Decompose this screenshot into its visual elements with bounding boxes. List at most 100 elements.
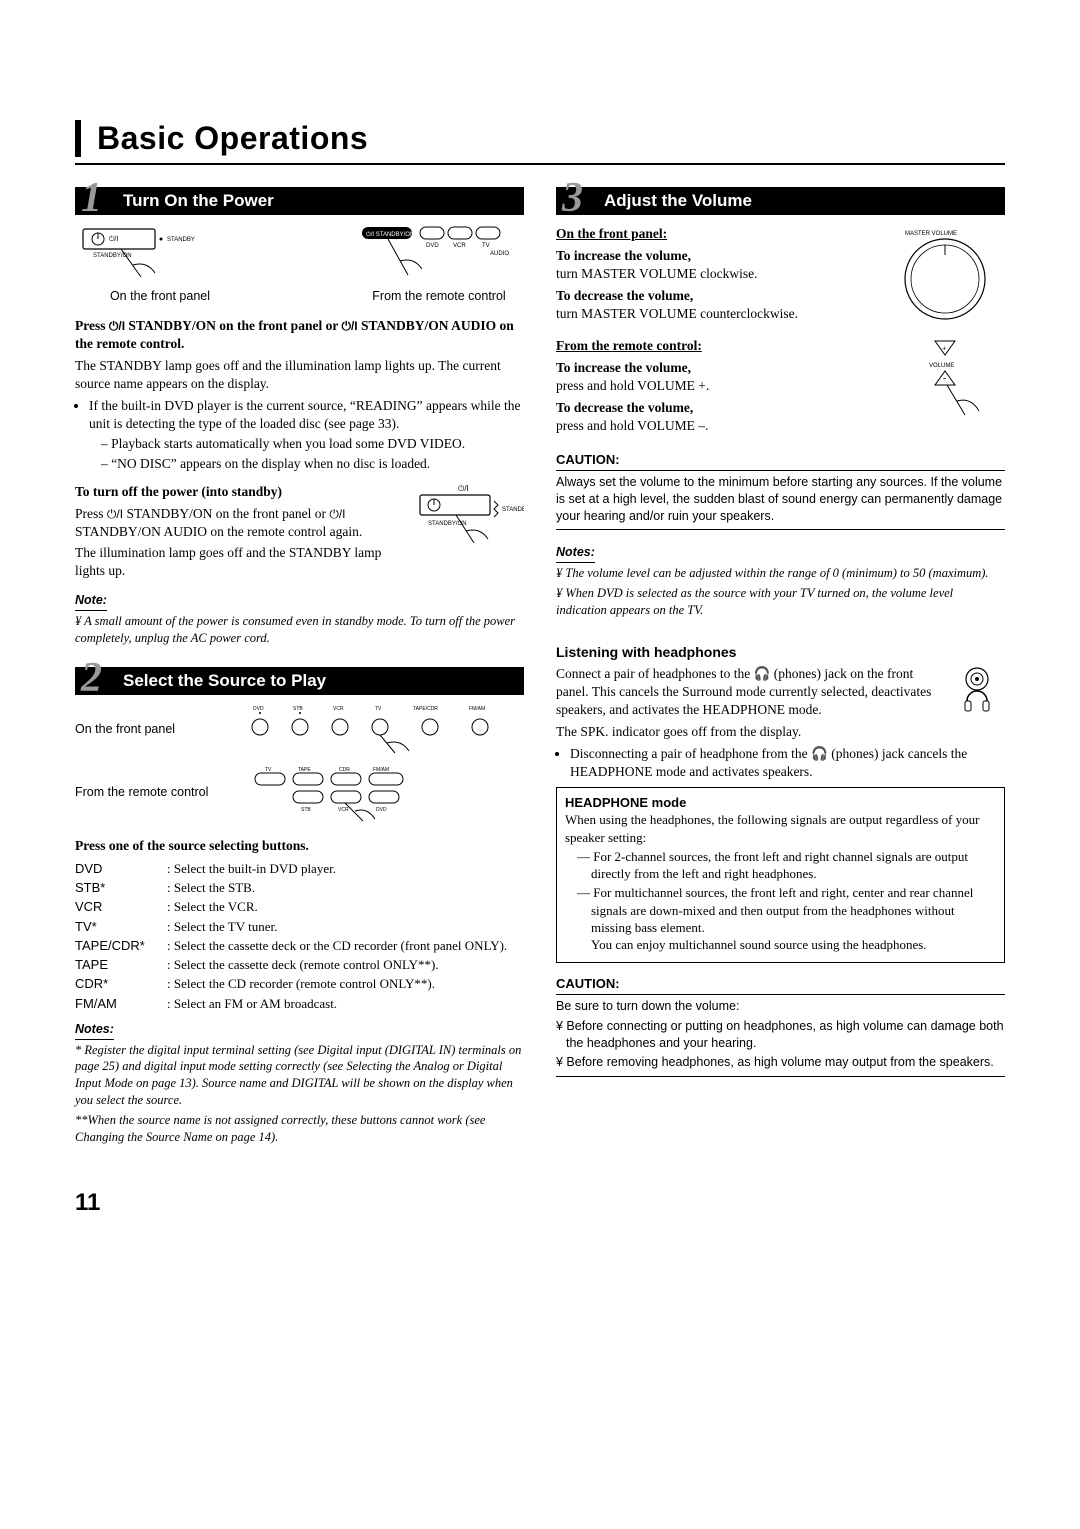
- step3-number: 3: [562, 177, 583, 219]
- svg-text:STANDBY: STANDBY: [167, 237, 195, 243]
- step1-figure-row: ⏻/I STANDBY STANDBY/ON On the front pane…: [75, 225, 524, 303]
- svg-text:AUDIO: AUDIO: [490, 251, 509, 257]
- title-rule: [75, 163, 1005, 165]
- step1-b1a: Playback starts automatically when you l…: [101, 435, 524, 453]
- step3-notes-body: ¥ The volume level can be adjusted withi…: [556, 565, 1005, 619]
- table-row: FM/AM: Select an FM or AM broadcast.: [75, 994, 524, 1013]
- standby-diagram: ⏻/I STANDBY STANDBY/ON: [414, 483, 524, 553]
- step2-fig-top: On the front panel: [75, 721, 225, 738]
- step1-off-p1: Press ⏻/I STANDBY/ON on the front panel …: [75, 505, 402, 541]
- step2-notes-body: * Register the digital input terminal se…: [75, 1042, 524, 1146]
- hp-box-li1: For 2-channel sources, the front left an…: [577, 848, 996, 883]
- remote-diagram: ⏻/I STANDBY/ON DVD VCR TV AUDIO: [354, 225, 524, 285]
- table-row: TV*: Select the TV tuner.: [75, 917, 524, 936]
- svg-text:VCR: VCR: [338, 807, 349, 813]
- svg-text:+: +: [942, 344, 947, 353]
- title-block: Basic Operations: [75, 120, 1005, 157]
- svg-text:CDR: CDR: [339, 767, 350, 773]
- table-row: TAPE/CDR*: Select the cassette deck or t…: [75, 936, 524, 955]
- hp-box-li2: For multichannel sources, the front left…: [577, 884, 996, 953]
- step1-p1: The STANDBY lamp goes off and the illumi…: [75, 357, 524, 393]
- source-remote-diagram: TV TAPE CDR FM/AM STB VCR DVD: [245, 763, 445, 823]
- rc-inc-p: press and hold VOLUME +.: [556, 378, 709, 393]
- table-row: CDR*: Select the CD recorder (remote con…: [75, 974, 524, 993]
- step3-body: On the front panel: To increase the volu…: [556, 225, 1005, 1077]
- svg-text:-: -: [943, 373, 946, 384]
- step1-header: 1 Turn On the Power: [75, 187, 524, 215]
- svg-text:TAPE: TAPE: [298, 767, 311, 773]
- step2-title: Select the Source to Play: [123, 671, 326, 690]
- fp-head: On the front panel:: [556, 226, 667, 241]
- master-volume-dial: MASTER VOLUME: [885, 225, 1005, 325]
- inc-p: turn MASTER VOLUME clockwise.: [556, 266, 758, 281]
- step1-b1b: “NO DISC” appears on the display when no…: [101, 455, 524, 473]
- step2-fig-bot: From the remote control: [75, 784, 225, 801]
- front-panel-diagram: ⏻/I STANDBY STANDBY/ON: [75, 225, 245, 285]
- right-column: 3 Adjust the Volume On the front panel: …: [556, 187, 1005, 1149]
- svg-text:STANDBY: STANDBY: [502, 507, 524, 513]
- rc-inc-h: To increase the volume,: [556, 360, 691, 375]
- svg-text:⏻/I: ⏻/I: [109, 235, 118, 243]
- step2-number: 2: [81, 657, 102, 699]
- column-layout: 1 Turn On the Power ⏻/I STANDBY STANDBY/…: [75, 187, 1005, 1149]
- step3-caution-head: CAUTION:: [556, 451, 1005, 468]
- svg-text:⏻/I: ⏻/I: [458, 484, 469, 493]
- step1-title: Turn On the Power: [123, 191, 274, 210]
- headphone-jack-icon: [949, 665, 1005, 721]
- table-row: DVD: Select the built-in DVD player.: [75, 859, 524, 878]
- step2-notes-head: Notes:: [75, 1021, 114, 1040]
- table-row: VCR: Select the VCR.: [75, 897, 524, 916]
- svg-text:⏻/I STANDBY/ON: ⏻/I STANDBY/ON: [366, 231, 414, 238]
- headphone-mode-box: HEADPHONE mode When using the headphones…: [556, 787, 1005, 963]
- rc-dec-h: To decrease the volume,: [556, 400, 693, 415]
- svg-text:FM/AM: FM/AM: [469, 706, 485, 712]
- step1-b1: If the built-in DVD player is the curren…: [89, 397, 524, 473]
- step1-press: Press ⏻/I STANDBY/ON on the front panel …: [75, 317, 524, 353]
- svg-text:MASTER VOLUME: MASTER VOLUME: [905, 231, 957, 237]
- svg-text:DVD: DVD: [426, 243, 439, 249]
- table-row: TAPE: Select the cassette deck (remote c…: [75, 955, 524, 974]
- hp-head: Listening with headphones: [556, 643, 1005, 662]
- step1-note-body: ¥ A small amount of the power is consume…: [75, 613, 524, 647]
- step1-fig-remote: ⏻/I STANDBY/ON DVD VCR TV AUDIO From the…: [354, 225, 524, 303]
- hp-caution-head: CAUTION:: [556, 975, 1005, 992]
- step3-header: 3 Adjust the Volume: [556, 187, 1005, 215]
- svg-text:VCR: VCR: [453, 243, 466, 249]
- left-column: 1 Turn On the Power ⏻/I STANDBY STANDBY/…: [75, 187, 524, 1149]
- page-title: Basic Operations: [97, 120, 1005, 157]
- svg-text:TV: TV: [482, 243, 490, 249]
- step1-off-p2: The illumination lamp goes off and the S…: [75, 544, 402, 580]
- step3-caution-body: Always set the volume to the minimum bef…: [556, 470, 1005, 531]
- page-number: 11: [75, 1189, 1005, 1217]
- page-root: Basic Operations 1 Turn On the Power ⏻/I: [0, 0, 1080, 1277]
- step1-note-head: Note:: [75, 592, 107, 611]
- svg-text:DVD: DVD: [376, 807, 387, 813]
- hp-p1: Connect a pair of headphones to the 🎧 (p…: [556, 665, 1005, 719]
- hp-box-p: When using the headphones, the following…: [565, 811, 996, 846]
- svg-text:TV: TV: [265, 767, 272, 773]
- svg-text:TV: TV: [375, 706, 382, 712]
- hp-caution-body: Be sure to turn down the volume: ¥ Befor…: [556, 994, 1005, 1078]
- inc-h: To increase the volume,: [556, 248, 691, 263]
- dec-h: To decrease the volume,: [556, 288, 693, 303]
- table-row: STB*: Select the STB.: [75, 878, 524, 897]
- step2-body: On the front panel DVD STB VCR TV TAPE/C…: [75, 705, 524, 1146]
- panel-label: On the front panel: [110, 289, 210, 303]
- step1-off-head: To turn off the power (into standby): [75, 483, 402, 501]
- svg-text:STB: STB: [301, 807, 311, 813]
- source-table: DVD: Select the built-in DVD player.STB*…: [75, 859, 524, 1013]
- svg-text:TAPE/CDR: TAPE/CDR: [413, 706, 438, 712]
- svg-text:VOLUME: VOLUME: [929, 363, 954, 369]
- hp-b1: Disconnecting a pair of headphone from t…: [570, 745, 1005, 781]
- hp-p2: The SPK. indicator goes off from the dis…: [556, 723, 1005, 741]
- svg-text:VCR: VCR: [333, 706, 344, 712]
- step1-number: 1: [81, 177, 102, 219]
- svg-text:STB: STB: [293, 706, 303, 712]
- source-panel-diagram: DVD STB VCR TV TAPE/CDR FM/AM: [245, 705, 515, 755]
- remote-label: From the remote control: [372, 289, 505, 303]
- step3-notes-head: Notes:: [556, 544, 595, 563]
- step2-header: 2 Select the Source to Play: [75, 667, 524, 695]
- dec-p: turn MASTER VOLUME counterclockwise.: [556, 306, 798, 321]
- step3-title: Adjust the Volume: [604, 191, 752, 210]
- svg-text:FM/AM: FM/AM: [373, 767, 389, 773]
